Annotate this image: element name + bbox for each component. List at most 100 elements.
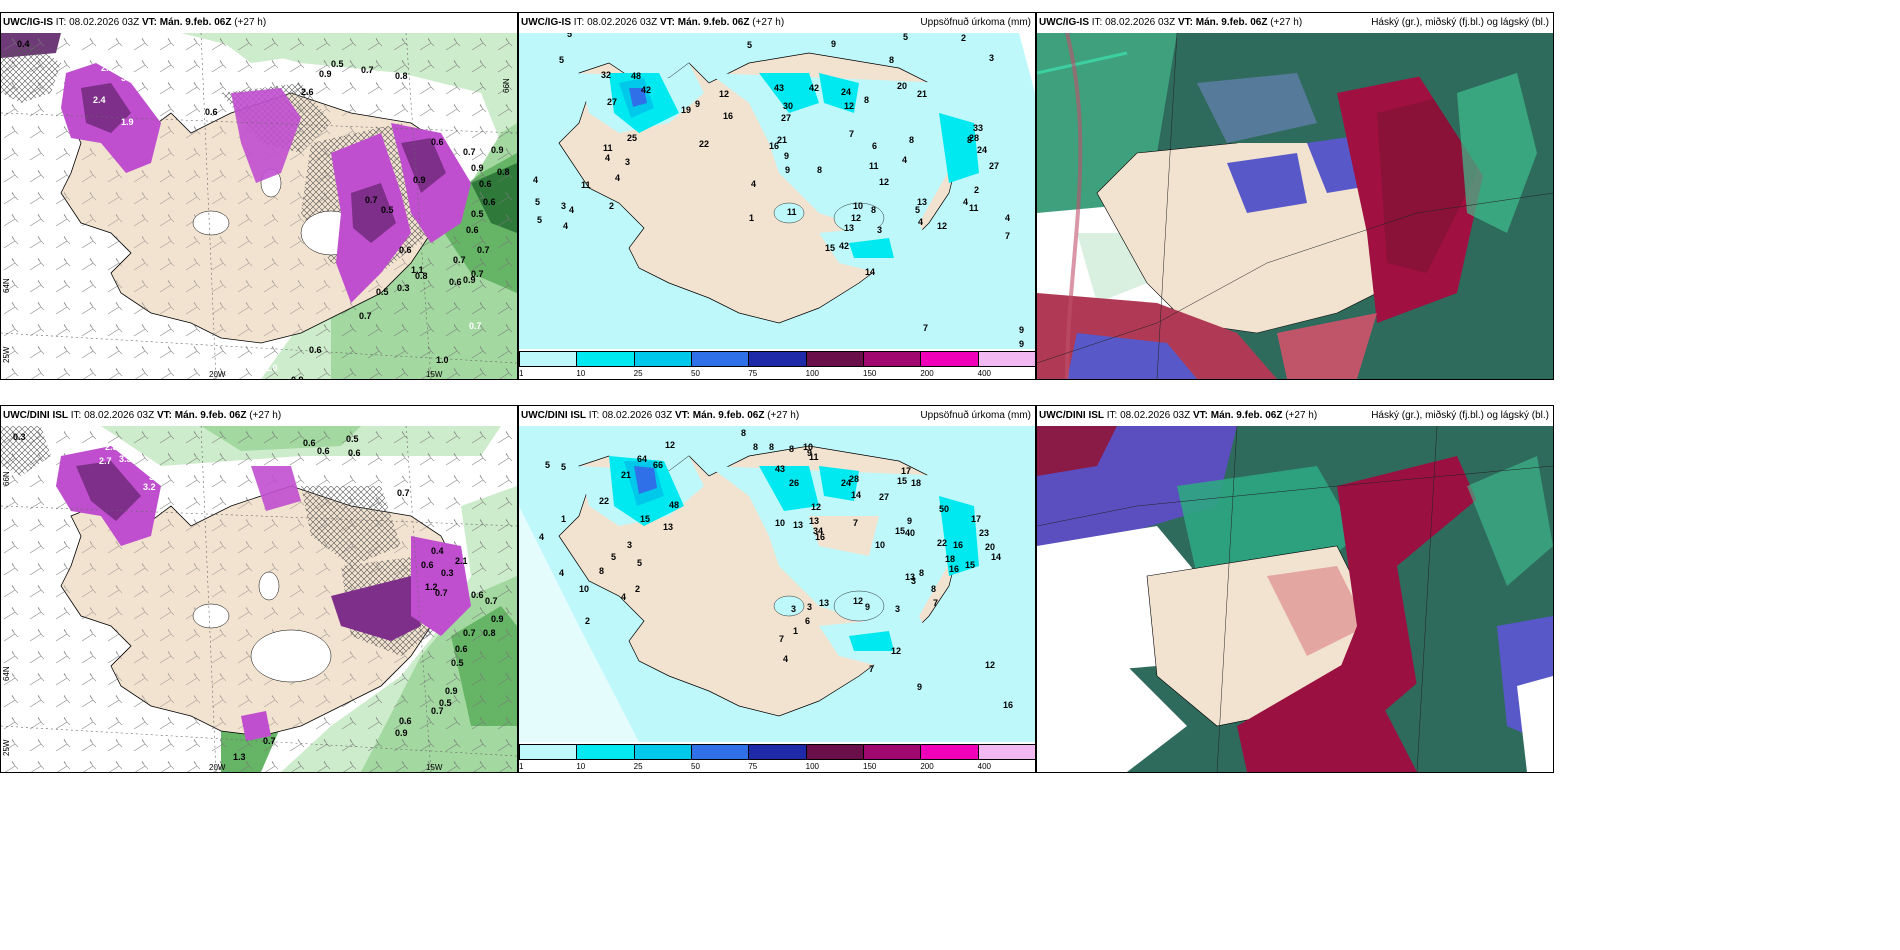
- colorbar-tick: 1: [519, 369, 524, 378]
- map-value-label: 9: [695, 99, 700, 109]
- map-value-label: 30: [783, 101, 793, 111]
- map-value-label: 7: [869, 664, 874, 674]
- map-value-label: 0.6: [399, 245, 412, 255]
- map-value-label: 66: [653, 460, 663, 470]
- panel-title: UWC/IG-IS IT: 08.02.2026 03Z VT: Mán. 9.…: [519, 13, 1035, 33]
- map-value-label: 26: [789, 478, 799, 488]
- map-value-label: 18: [945, 554, 955, 564]
- colorbar-tick: 150: [863, 762, 877, 771]
- map-value-label: 3.3: [121, 73, 134, 83]
- map-value-label: 18: [911, 478, 921, 488]
- colorbar-tick: 10: [576, 762, 586, 771]
- map-value-label: 43: [774, 83, 784, 93]
- init-time: 08.02.2026 03Z: [69, 17, 140, 28]
- map-value-label: 43: [775, 464, 785, 474]
- map-value-label: 3.3: [119, 454, 132, 464]
- map-value-label: 0.7: [361, 65, 374, 75]
- map-value-label: 2.3: [105, 442, 118, 452]
- colorbar-swatch: [633, 744, 692, 760]
- map-value-label: 13: [793, 520, 803, 530]
- map-value-label: 11: [969, 203, 979, 213]
- colorbar-swatch: [805, 351, 864, 367]
- map-value-label: 0.6: [303, 438, 316, 448]
- map-value-label: 4: [1005, 213, 1010, 223]
- map-value-label: 13: [819, 598, 829, 608]
- map-value-label: 22: [599, 496, 609, 506]
- product-title: Uppsöfnuð úrkoma (mm): [920, 410, 1031, 421]
- map-value-label: 0.9: [445, 686, 458, 696]
- map-value-label: 0.7: [477, 245, 490, 255]
- model-name: UWC/IG-IS: [3, 17, 53, 28]
- map-value-label: 3: [627, 540, 632, 550]
- map-value-label: 24: [977, 145, 987, 155]
- map-value-label: 4: [963, 197, 968, 207]
- map-value-label: 12: [891, 646, 901, 656]
- map-value-label: 17: [901, 466, 911, 476]
- init-time: 08.02.2026 03Z: [84, 410, 155, 421]
- init-time: 08.02.2026 03Z: [602, 410, 673, 421]
- map-value-label: 0.6: [317, 446, 330, 456]
- map-value-label: 48: [669, 500, 679, 510]
- map-value-label: 0.7: [435, 588, 448, 598]
- map-panel-ig-precip: UWC/IG-IS IT: 08.02.2026 03Z VT: Mán. 9.…: [518, 12, 1036, 380]
- map-value-label: 5: [545, 460, 550, 470]
- map-value-label: 16: [815, 532, 825, 542]
- map-value-label: 5: [537, 215, 542, 225]
- colorbar-tick: 50: [691, 369, 700, 378]
- map-value-label: 0.7: [263, 736, 276, 746]
- lead-time: (+27 h): [1285, 410, 1318, 421]
- map-value-label: 7: [849, 129, 854, 139]
- map-value-label: 0.7: [471, 269, 484, 279]
- map-panel-ig-clouds: UWC/IG-IS IT: 08.02.2026 03Z VT: Mán. 9.…: [1036, 12, 1554, 380]
- map-value-label: 10: [875, 540, 885, 550]
- map-value-label: 12: [937, 221, 947, 231]
- map-value-label: 32: [601, 70, 611, 80]
- map-value-label: 1: [561, 514, 566, 524]
- map-value-label: 7: [933, 598, 938, 608]
- model-name: UWC/IG-IS: [521, 17, 571, 28]
- colorbar-swatch: [691, 744, 750, 760]
- map-value-label: 9: [865, 602, 870, 612]
- colorbar-swatch: [519, 351, 578, 367]
- map-value-label: 0.9: [319, 69, 332, 79]
- map-value-label: 4: [902, 155, 907, 165]
- map-value-label: 33: [973, 123, 983, 133]
- map-value-label: 15: [895, 526, 905, 536]
- colorbar-swatch: [920, 744, 979, 760]
- lat-label-64n: 64N: [2, 666, 11, 681]
- map-value-label: 8: [919, 568, 924, 578]
- map-value-label: 0.9: [491, 614, 504, 624]
- map-value-label: 7: [1005, 231, 1010, 241]
- map-value-label: 13: [663, 522, 673, 532]
- map-value-label: 0.7: [463, 147, 476, 157]
- map-value-label: 0.7: [453, 255, 466, 265]
- valid-time: Mán. 9.feb. 06Z: [174, 410, 247, 421]
- map-value-label: 0.7: [359, 311, 372, 321]
- map-value-label: 8: [789, 444, 794, 454]
- colorbar-tick: 400: [977, 369, 992, 378]
- map-value-label: 10: [853, 201, 863, 211]
- map-value-label: 0.5: [381, 205, 394, 215]
- map-value-label: 22: [699, 139, 709, 149]
- map-value-label: 5: [747, 40, 752, 50]
- lat-label-66n: 66N: [2, 471, 11, 486]
- map-value-label: 7: [853, 518, 858, 528]
- map-value-label: 0.7: [431, 706, 444, 716]
- map-value-label: 25: [627, 133, 637, 143]
- map-value-label: 11: [581, 180, 591, 190]
- map-value-label: 21: [917, 89, 927, 99]
- map-value-label: 0.5: [376, 287, 389, 297]
- colorbar-tick: 75: [748, 762, 758, 771]
- map-value-label: 2: [585, 616, 590, 626]
- map-value-label: 28: [849, 474, 859, 484]
- colorbar-swatch: [805, 744, 864, 760]
- lon-label-20w: 20W: [209, 763, 226, 772]
- map-value-label: 13: [905, 572, 915, 582]
- model-name: UWC/IG-IS: [1039, 17, 1089, 28]
- map-value-label: 0.9: [463, 275, 476, 285]
- map-value-label: 28: [969, 133, 979, 143]
- map-value-label: 24: [841, 478, 851, 488]
- map-value-label: 0.7: [397, 488, 410, 498]
- map-value-label: 1.0: [401, 458, 414, 468]
- valid-time: Mán. 9.feb. 06Z: [1195, 17, 1268, 28]
